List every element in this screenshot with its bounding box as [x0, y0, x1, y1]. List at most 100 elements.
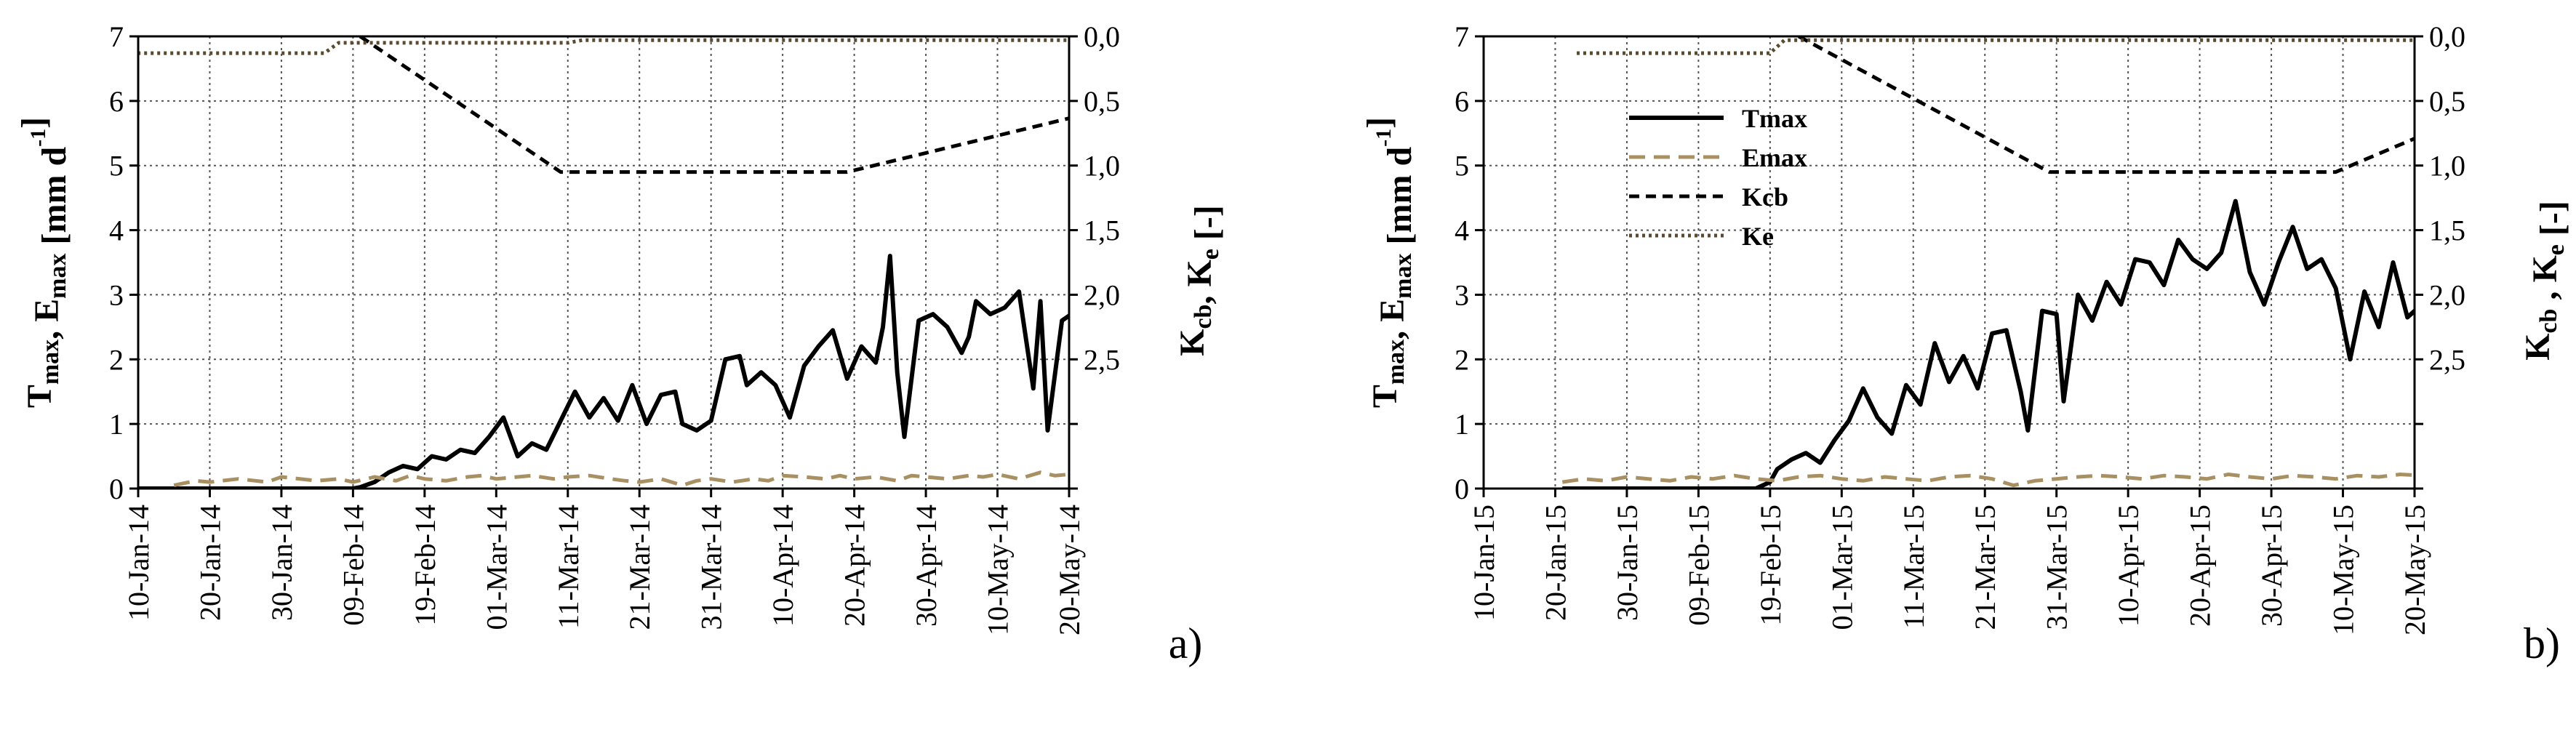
y-left-axis-title: Tmax, Emax [mm d-1]: [1360, 117, 1419, 408]
legend-label-emax: Emax: [1742, 143, 1807, 172]
x-tick-label: 10-Jan-14: [122, 505, 155, 621]
x-tick-label: 10-Jan-15: [1468, 505, 1500, 621]
x-tick-label: 20-Apr-15: [2184, 505, 2217, 627]
y-left-tick-label: 3: [109, 278, 124, 311]
plot-frame: [1482, 35, 2416, 490]
y-left-tick-label: 2: [1455, 343, 1469, 376]
y-left-tick-label: 0: [1455, 473, 1469, 505]
y-left-tick-label: 5: [109, 150, 124, 182]
series-line-emax: [173, 470, 1069, 488]
y-left-tick-label: 0: [109, 473, 124, 505]
panel-a: 0 1 2 3 4 5 6 7 0,0 0,5 1,0 1,5 2,0 2,5 10-Jan-14 20-Ja…: [15, 20, 1226, 667]
x-tick-label: 01-Mar-14: [480, 505, 513, 630]
x-tick-label: 20-Jan-15: [1539, 505, 1572, 621]
y-right-tick-label: 2,5: [2429, 343, 2465, 376]
y-left-title-part: [mm d: [1380, 147, 1419, 254]
y-left-tick-label: 1: [1455, 408, 1469, 441]
y-right-axis-title: Kcb, Ke [-]: [1173, 205, 1226, 356]
y-left-title-part: max: [44, 253, 71, 298]
y-right-tick-label: 2,5: [1084, 343, 1120, 376]
y-right-title-part: [-]: [1188, 205, 1226, 249]
series-line-tmax: [1562, 198, 2415, 489]
y-left-title-part: max: [37, 340, 64, 385]
x-tick-label: 10-Apr-14: [767, 505, 799, 627]
y-left-axis-title: Tmax, Emax [mm d-1]: [15, 117, 73, 408]
y-left-title-part: -1: [26, 129, 50, 147]
y-left-tick-label: 5: [1455, 150, 1469, 182]
x-tick-label: 30-Jan-15: [1611, 505, 1644, 621]
y-left-tick-label: 4: [109, 214, 124, 247]
x-tick-label: 30-Jan-14: [265, 505, 298, 621]
y-right-tick-label: 0,0: [2429, 20, 2465, 53]
x-tick-label: 11-Mar-14: [552, 505, 585, 629]
x-tick-label: 20-Jan-14: [193, 505, 226, 621]
y-left-title-part: T: [20, 385, 59, 408]
y-right-tick-label: 1,0: [1084, 150, 1120, 182]
x-tick-label: 20-Apr-14: [839, 505, 871, 627]
y-left-title-part: ]: [15, 117, 53, 129]
y-left-tick-label: 3: [1455, 278, 1469, 311]
legend-label-ke: Ke: [1742, 222, 1774, 251]
x-tick-label: 30-Apr-15: [2255, 505, 2288, 627]
y-right-tick-label: 1,5: [1084, 214, 1120, 247]
series-line-kcb: [1798, 36, 2415, 174]
y-right-title-part: K: [1173, 329, 1212, 356]
x-tick-label: 09-Feb-15: [1682, 505, 1715, 626]
x-tick-label: 20-May-14: [1053, 505, 1086, 635]
y-left-tick-label: 1: [109, 408, 124, 441]
y-left-title-part: -1: [1372, 129, 1396, 147]
y-left-title-part: , E: [1373, 299, 1412, 340]
y-left-title-part: T: [1366, 385, 1404, 408]
panel-label: b): [2524, 619, 2560, 667]
series-line-kcb: [359, 36, 1069, 174]
y-right-tick-label: 1,0: [2429, 150, 2465, 182]
series-line-ke: [138, 38, 1069, 55]
y-right-title-part: K: [2519, 334, 2557, 361]
y-left-tick-label: 7: [109, 20, 124, 53]
x-tick-label: 11-Mar-15: [1897, 505, 1930, 629]
y-right-title-part: [-]: [2533, 201, 2572, 244]
y-left-tick-label: 6: [109, 85, 124, 118]
y-left-title-part: ]: [1360, 117, 1399, 129]
x-tick-label: 19-Feb-15: [1754, 505, 1787, 626]
y-left-tick-label: 7: [1455, 20, 1469, 53]
series-line-emax: [1561, 473, 2415, 488]
series-line-ke: [1577, 38, 2415, 55]
y-left-title-part: max: [1390, 253, 1417, 298]
y-left-tick-label: 6: [1455, 85, 1469, 118]
panel-label: a): [1169, 619, 1203, 667]
y-left-tick-label: 4: [1455, 214, 1469, 247]
y-right-title-part: e: [1197, 249, 1224, 260]
legend-label-kcb: Kcb: [1742, 182, 1788, 212]
x-tick-label: 31-Mar-14: [695, 505, 728, 630]
y-right-tick-label: 0,5: [1084, 85, 1120, 118]
y-left-title-part: , E: [28, 299, 66, 340]
y-right-title-part: e: [2543, 244, 2569, 255]
y-right-tick-label: 0,0: [1084, 20, 1120, 53]
panel-b: 0 1 2 3 4 5 6 7 0,0 0,5 1,0 1,5 2,0 2,5 10-Jan-15 20-Ja…: [1360, 20, 2572, 667]
y-right-tick-label: 0,5: [2429, 85, 2465, 118]
y-right-axis-title: Kcb , Ke [-]: [2519, 201, 2572, 361]
y-left-title-part: [mm d: [35, 147, 73, 254]
x-tick-label: 19-Feb-14: [409, 505, 441, 626]
x-tick-label: 21-Mar-14: [623, 505, 656, 630]
x-tick-label: 10-Apr-15: [2112, 505, 2145, 627]
x-tick-label: 31-Mar-15: [2041, 505, 2073, 630]
x-tick-label: 10-May-15: [2327, 505, 2360, 635]
y-right-title-part: cb: [2535, 309, 2562, 334]
x-tick-label: 30-Apr-14: [910, 505, 943, 627]
series-group: [138, 36, 1069, 489]
x-tick-label: 20-May-15: [2399, 505, 2431, 635]
x-tick-label: 01-Mar-15: [1825, 505, 1858, 630]
x-tick-label: 10-May-14: [982, 505, 1015, 635]
y-right-title-part: , K: [2526, 255, 2564, 308]
y-right-tick-label: 2,0: [1084, 278, 1120, 311]
legend-label-tmax: Tmax: [1742, 104, 1807, 133]
series-line-tmax: [138, 254, 1069, 489]
x-tick-label: 09-Feb-14: [337, 505, 369, 626]
y-right-title-part: , K: [1180, 260, 1219, 304]
y-right-title-part: cb: [1190, 305, 1217, 329]
series-group: [1561, 36, 2415, 489]
y-right-tick-label: 2,0: [2429, 278, 2465, 311]
